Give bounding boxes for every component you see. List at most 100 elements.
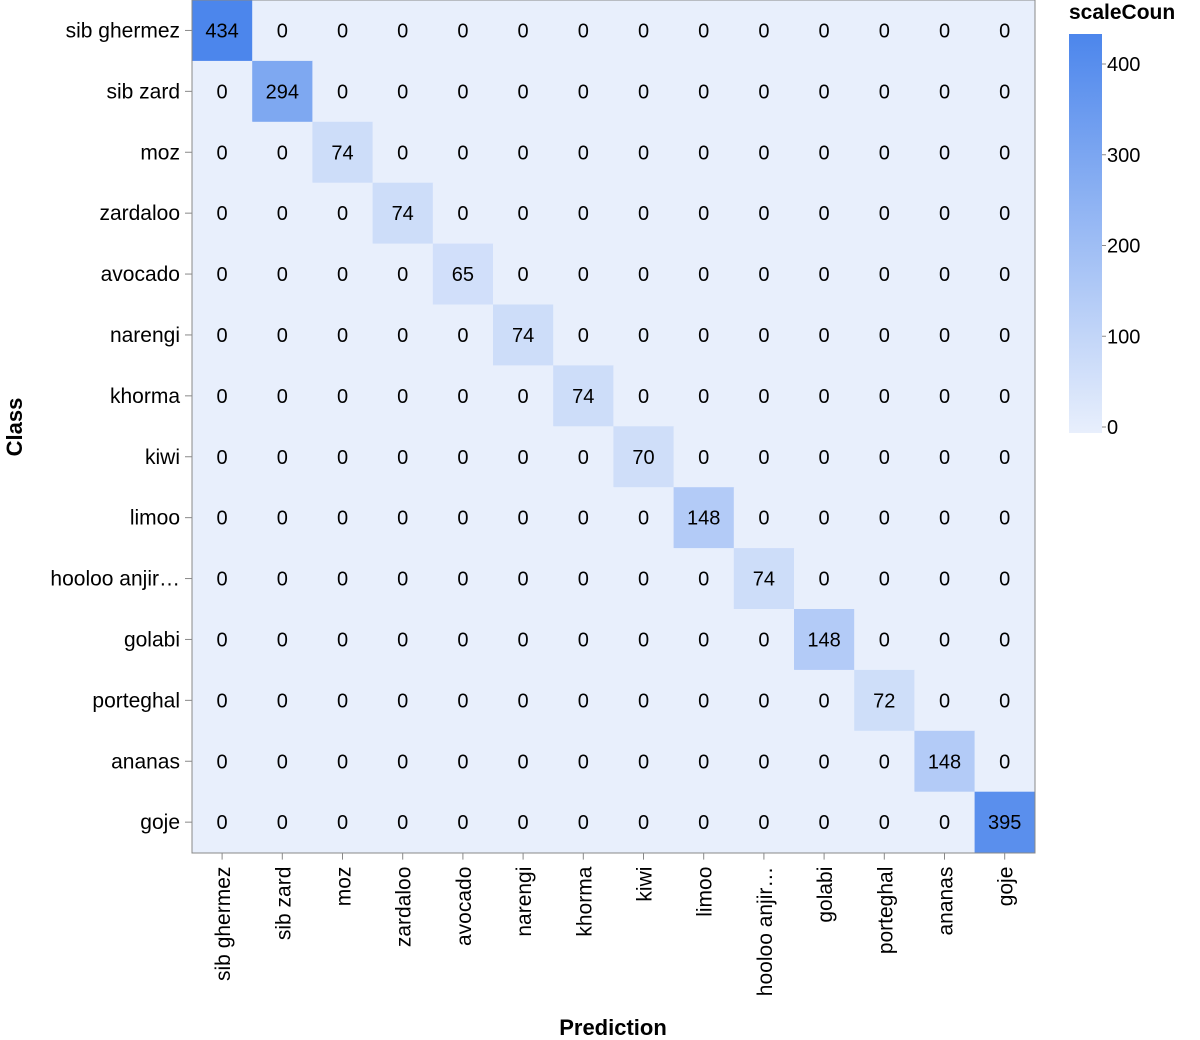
heatmap-cell — [974, 487, 1036, 549]
heatmap-cell — [553, 243, 614, 306]
y-tick-label: goje — [140, 811, 180, 834]
cell-value-label: 0 — [397, 569, 408, 591]
cell-value-label: 0 — [217, 203, 228, 225]
cell-value-label: 0 — [999, 751, 1010, 773]
cell-value-label: 0 — [698, 81, 709, 103]
heatmap-cell — [794, 730, 855, 793]
heatmap-cell — [252, 243, 313, 306]
heatmap-cell — [553, 365, 614, 427]
cell-value-label: 0 — [457, 812, 468, 834]
heatmap-cell — [432, 426, 494, 488]
x-tick-label: moz — [333, 867, 356, 907]
cell-value-label: 0 — [217, 569, 228, 591]
cell-value-label: 0 — [578, 569, 589, 591]
cell-value-label: 0 — [638, 81, 649, 103]
cell-value-label: 0 — [879, 812, 890, 834]
heatmap-cell — [974, 365, 1036, 427]
cell-value-label: 0 — [397, 325, 408, 347]
heatmap-cell — [192, 0, 253, 62]
cell-value-label: 0 — [999, 629, 1010, 651]
cell-value-label: 0 — [277, 690, 288, 712]
heatmap-cell — [974, 121, 1036, 184]
cell-value-label: 0 — [638, 751, 649, 773]
cell-value-label: 0 — [337, 264, 348, 286]
legend-tick-label: 200 — [1107, 236, 1140, 258]
heatmap-cell — [914, 60, 976, 123]
cell-value-label: 74 — [512, 325, 534, 347]
cell-value-label: 0 — [277, 386, 288, 408]
cell-value-label: 0 — [999, 447, 1010, 469]
cell-value-label: 0 — [758, 142, 769, 164]
heatmap-cell — [252, 609, 313, 671]
cell-value-label: 0 — [638, 264, 649, 286]
cell-value-label: 0 — [758, 690, 769, 712]
heatmap-cell — [613, 548, 675, 610]
heatmap-cell — [493, 304, 554, 366]
x-tick-label: kiwi — [634, 867, 657, 902]
heatmap-cell — [192, 121, 253, 184]
legend-tick-label: 100 — [1107, 326, 1140, 348]
x-tick-label: sib zard — [272, 867, 295, 941]
cell-value-label: 70 — [632, 447, 654, 469]
cell-value-label: 0 — [999, 690, 1010, 712]
heatmap-cell — [553, 60, 614, 123]
legend-ticks: 0 100 200 300 400 — [1102, 54, 1140, 439]
cell-value-label: 0 — [758, 508, 769, 530]
cell-value-label: 0 — [457, 447, 468, 469]
cell-value-label: 0 — [939, 203, 950, 225]
cell-value-label: 0 — [819, 142, 830, 164]
heatmap-cell — [432, 243, 494, 306]
heatmap-cell — [312, 426, 374, 488]
cell-value-label: 0 — [518, 690, 529, 712]
cell-value-label: 0 — [939, 569, 950, 591]
cell-value-label: 0 — [217, 751, 228, 773]
cell-value-label: 0 — [939, 629, 950, 651]
x-tick-label: golabi — [814, 867, 837, 923]
heatmap-cell — [493, 791, 554, 854]
cell-value-label: 0 — [518, 142, 529, 164]
y-tick-label: hooloo anjir… — [50, 568, 180, 591]
y-tick-label: sib zard — [106, 80, 180, 103]
cell-value-label: 0 — [578, 325, 589, 347]
heatmap-cell — [432, 304, 494, 366]
heatmap-cell — [733, 304, 795, 366]
heatmap-cell — [252, 60, 313, 123]
heatmap-cell — [252, 426, 313, 488]
heatmap-cell — [673, 730, 735, 793]
heatmap-cell — [372, 426, 434, 488]
cell-value-label: 72 — [873, 690, 895, 712]
heatmap-cell — [794, 365, 855, 427]
cell-value-label: 0 — [337, 629, 348, 651]
cell-value-label: 0 — [337, 81, 348, 103]
cell-value-label: 0 — [879, 569, 890, 591]
heatmap-cell — [493, 0, 554, 62]
heatmap-cell — [733, 791, 795, 854]
cell-value-label: 148 — [687, 508, 720, 530]
heatmap-cell — [192, 365, 253, 427]
heatmap-cell — [794, 0, 855, 62]
cell-value-label: 74 — [331, 142, 353, 164]
cell-value-label: 0 — [578, 447, 589, 469]
cell-value-label: 0 — [999, 264, 1010, 286]
cell-value-label: 0 — [578, 812, 589, 834]
heatmap-cell — [613, 121, 675, 184]
heatmap-cell — [673, 426, 735, 488]
heatmap-cell — [854, 669, 915, 732]
cell-value-label: 0 — [879, 508, 890, 530]
heatmap-cell — [432, 60, 494, 123]
cell-value-label: 0 — [939, 142, 950, 164]
heatmap-cell — [854, 243, 915, 306]
heatmap-cell — [673, 609, 735, 671]
cell-value-label: 0 — [397, 812, 408, 834]
cell-value-label: 0 — [277, 629, 288, 651]
cell-value-label: 0 — [698, 264, 709, 286]
heatmap-cell — [673, 487, 735, 549]
cell-value-label: 0 — [758, 203, 769, 225]
heatmap-cell — [854, 365, 915, 427]
cell-value-label: 0 — [638, 142, 649, 164]
heatmap-cell — [252, 182, 313, 245]
cell-value-label: 0 — [578, 690, 589, 712]
heatmap-cell — [252, 304, 313, 366]
heatmap-cell — [914, 730, 976, 793]
y-tick-label: kiwi — [145, 446, 180, 469]
